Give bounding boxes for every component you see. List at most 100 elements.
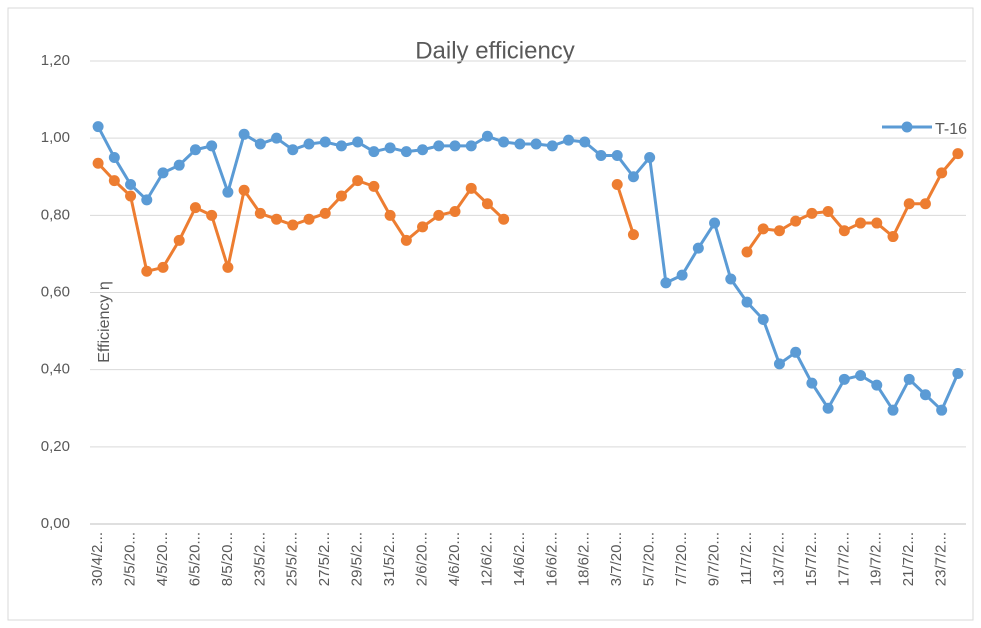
data-point (189, 202, 201, 214)
x-tick-label: 15/7/2... (803, 532, 820, 586)
data-point (806, 377, 818, 389)
data-point (546, 140, 558, 152)
data-point (709, 217, 721, 229)
x-tick-label: 25/5/2... (284, 532, 301, 586)
x-tick-label: 29/5/2... (349, 532, 366, 586)
data-point (189, 144, 201, 156)
y-tick-label: 1,20 (41, 52, 70, 69)
data-point (433, 209, 445, 221)
data-point (449, 140, 461, 152)
data-point (108, 175, 120, 187)
data-point (903, 373, 915, 385)
data-point (238, 184, 250, 196)
data-point (936, 167, 948, 179)
data-point (125, 178, 137, 190)
data-point (319, 136, 331, 148)
x-tick-label: 13/7/2... (770, 532, 787, 586)
x-tick-label: 11/7/2... (738, 532, 755, 585)
x-tick-label: 2/5/20... (122, 532, 139, 586)
data-point (855, 369, 867, 381)
data-point (287, 219, 299, 231)
x-tick-label: 17/7/2... (835, 532, 852, 586)
data-point (936, 404, 948, 416)
data-point (384, 142, 396, 154)
data-point (644, 151, 656, 163)
data-point (660, 277, 672, 289)
data-point (741, 246, 753, 258)
data-point (838, 225, 850, 237)
data-point (757, 314, 769, 326)
data-point (481, 130, 493, 142)
x-tick-label: 18/6/2... (576, 532, 593, 586)
x-tick-label: 31/5/2... (381, 532, 398, 586)
x-tick-label: 5/7/20... (641, 532, 658, 586)
chart-border (7, 7, 974, 621)
data-point (595, 150, 607, 162)
data-point (465, 140, 477, 152)
data-point (141, 194, 153, 206)
x-tick-label: 6/5/20... (186, 532, 203, 586)
data-point (627, 171, 639, 183)
data-point (627, 229, 639, 241)
data-point (903, 198, 915, 210)
y-axis-label: Efficiency η (96, 281, 113, 363)
data-point (725, 273, 737, 285)
data-point (611, 150, 623, 162)
data-point (806, 207, 818, 219)
chart-title: Daily efficiency (415, 37, 575, 64)
data-point (352, 175, 364, 187)
data-point (871, 379, 883, 391)
data-point (417, 221, 429, 233)
data-point (417, 144, 429, 156)
data-point (303, 138, 315, 150)
data-point (514, 138, 526, 150)
data-point (400, 234, 412, 246)
data-point (790, 346, 802, 358)
data-point (498, 136, 510, 148)
data-point (952, 148, 964, 160)
legend-marker (901, 121, 913, 133)
x-tick-label: 19/7/2... (868, 532, 885, 586)
data-point (335, 140, 347, 152)
data-point (498, 213, 510, 225)
data-point (530, 138, 542, 150)
data-point (692, 242, 704, 254)
data-point (773, 358, 785, 370)
x-tick-label: 21/7/2... (900, 532, 917, 586)
data-point (157, 261, 169, 273)
data-point (871, 217, 883, 229)
legend-label: T-16 (935, 121, 968, 138)
x-tick-label: 23/7/2... (933, 532, 950, 586)
data-point (254, 207, 266, 219)
data-point (92, 157, 104, 169)
data-point (125, 190, 137, 202)
x-tick-label: 16/6/2... (543, 532, 560, 586)
data-point (141, 265, 153, 277)
data-point (887, 404, 899, 416)
x-tick-label: 9/7/20... (706, 532, 723, 586)
data-point (611, 178, 623, 190)
x-tick-label: 2/6/20... (414, 532, 431, 586)
data-point (919, 389, 931, 401)
data-point (855, 217, 867, 229)
data-point (173, 234, 185, 246)
data-point (173, 159, 185, 171)
data-point (206, 140, 218, 152)
data-point (838, 373, 850, 385)
data-point (757, 223, 769, 235)
x-tick-label: 23/5/2... (251, 532, 268, 586)
data-point (352, 136, 364, 148)
data-point (206, 209, 218, 221)
data-point (952, 368, 964, 380)
data-point (368, 146, 380, 158)
data-point (303, 213, 315, 225)
data-point (563, 134, 575, 146)
data-point (433, 140, 445, 152)
data-point (271, 132, 283, 144)
x-tick-label: 8/5/20... (219, 532, 236, 586)
data-point (400, 146, 412, 158)
data-point (108, 151, 120, 163)
data-point (271, 213, 283, 225)
